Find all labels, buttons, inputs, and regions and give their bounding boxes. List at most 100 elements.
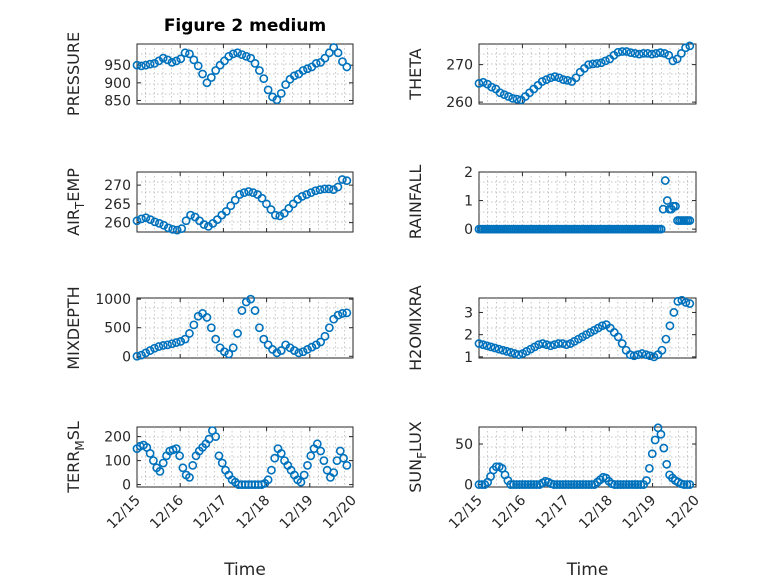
data-point <box>681 298 691 307</box>
data-point <box>214 451 224 461</box>
data-point <box>563 75 572 85</box>
data-point <box>538 339 548 348</box>
data-point <box>333 48 343 58</box>
data-point <box>275 211 285 221</box>
data-point <box>180 334 190 344</box>
x-tick-label: 12/20 <box>663 493 703 533</box>
data-point <box>617 339 627 348</box>
data-point <box>181 216 191 226</box>
data-point <box>246 53 256 63</box>
data-point <box>682 480 692 489</box>
y-axis-label-theta: THETA <box>406 48 425 100</box>
data-point <box>647 49 657 59</box>
data-point <box>315 185 325 195</box>
data-point <box>158 53 168 63</box>
data-point <box>647 449 657 459</box>
data-point <box>312 439 322 449</box>
data-point <box>289 346 299 355</box>
data-point <box>529 480 539 489</box>
data-point <box>504 92 513 101</box>
axes-terr_msl: 12/15 12/16 12/17 12/18 12/19 12/20 0 100 200 TER… <box>64 421 360 580</box>
y-axis-label-pressure: PRESSURE <box>64 32 83 116</box>
data-point <box>154 218 164 228</box>
data-point <box>630 48 640 58</box>
data-point <box>660 176 670 185</box>
data-point <box>537 77 547 86</box>
data-point <box>163 223 173 233</box>
data-point <box>659 443 669 453</box>
data-point <box>478 77 488 87</box>
grid-terr_msl <box>137 427 353 487</box>
data-point <box>621 480 631 489</box>
data-point <box>569 480 579 489</box>
data-point <box>180 48 190 58</box>
data-point <box>254 66 264 75</box>
data-point <box>506 348 516 357</box>
data-point <box>311 186 320 196</box>
data-point <box>613 47 623 57</box>
data-point <box>171 338 181 347</box>
data-point <box>520 480 530 489</box>
y-tick-label: 1 <box>464 194 473 210</box>
data-point <box>502 346 512 356</box>
series-sun_flux <box>474 423 695 489</box>
chart-title: Figure 2 medium <box>164 16 326 36</box>
data-point <box>685 299 695 308</box>
data-point <box>664 50 674 60</box>
data-point <box>629 351 639 361</box>
y-axis-label-terr_msl: TERRMSL <box>64 421 87 494</box>
data-point <box>613 480 623 489</box>
data-point <box>198 69 207 79</box>
data-point <box>145 59 155 69</box>
data-point <box>270 453 280 463</box>
data-point <box>329 43 339 52</box>
series-terr_msl <box>132 426 352 489</box>
data-point <box>178 463 188 473</box>
series-h2omixra <box>474 295 695 362</box>
data-point <box>617 47 627 56</box>
data-point <box>235 190 245 199</box>
data-point <box>145 215 155 225</box>
y-tick-label: 3 <box>464 305 473 321</box>
data-point <box>206 73 216 82</box>
data-point <box>136 61 146 71</box>
data-point <box>148 456 158 465</box>
data-point <box>176 54 186 64</box>
data-point <box>303 460 312 470</box>
data-point <box>289 71 299 81</box>
data-point <box>276 448 286 458</box>
data-point <box>662 459 672 469</box>
data-point <box>592 59 602 68</box>
data-point <box>578 480 588 489</box>
data-point <box>655 48 665 58</box>
data-point <box>512 480 521 489</box>
data-point <box>622 47 631 56</box>
data-point <box>288 199 298 209</box>
data-point <box>596 58 606 68</box>
data-point <box>272 348 282 358</box>
data-point <box>155 466 165 476</box>
x-tick-label: 12/15 <box>104 493 144 533</box>
y-tick-label: 270 <box>104 178 131 194</box>
data-point <box>193 61 203 71</box>
data-point <box>237 50 247 59</box>
data-point <box>211 66 221 75</box>
data-point <box>661 334 671 344</box>
data-point <box>324 184 334 194</box>
axes-theta: 260 270 THETA <box>406 41 697 111</box>
data-point <box>673 296 683 306</box>
data-point <box>512 94 522 104</box>
data-point <box>645 351 655 361</box>
data-point <box>561 480 571 489</box>
data-point <box>584 60 594 70</box>
data-point <box>185 49 194 59</box>
data-point <box>263 85 273 95</box>
y-tick-label: 260 <box>446 95 473 111</box>
x-axis-label-sun_flux: Time <box>566 560 609 580</box>
data-point <box>263 340 273 350</box>
data-point <box>657 345 667 355</box>
data-point <box>676 48 686 58</box>
axes-sun_flux: 12/15 12/16 12/17 12/18 12/19 12/20 0 50 SUNFLUX… <box>406 421 703 580</box>
data-point <box>250 59 260 68</box>
